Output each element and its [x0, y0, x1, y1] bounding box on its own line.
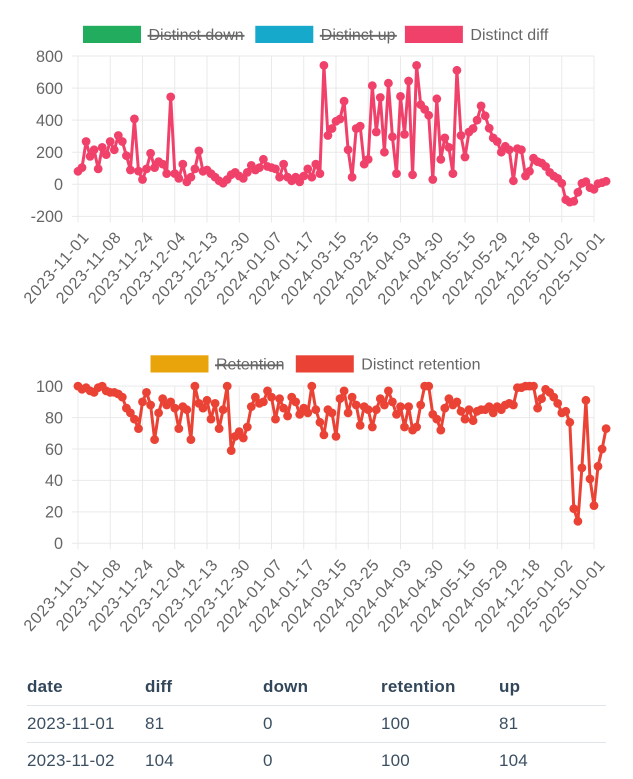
svg-text:40: 40: [45, 472, 63, 490]
svg-text:Distinct diff: Distinct diff: [470, 27, 549, 44]
svg-text:20: 20: [45, 504, 63, 522]
svg-text:100: 100: [36, 378, 63, 396]
svg-text:0: 0: [54, 535, 63, 553]
svg-text:80: 80: [45, 409, 63, 427]
svg-text:400: 400: [36, 112, 63, 130]
svg-text:800: 800: [36, 48, 63, 66]
svg-text:Distinct retention: Distinct retention: [361, 357, 480, 374]
svg-text:200: 200: [36, 144, 63, 162]
svg-text:-200: -200: [31, 208, 63, 226]
svg-text:0: 0: [54, 176, 63, 194]
svg-text:60: 60: [45, 441, 63, 459]
svg-text:600: 600: [36, 80, 63, 98]
